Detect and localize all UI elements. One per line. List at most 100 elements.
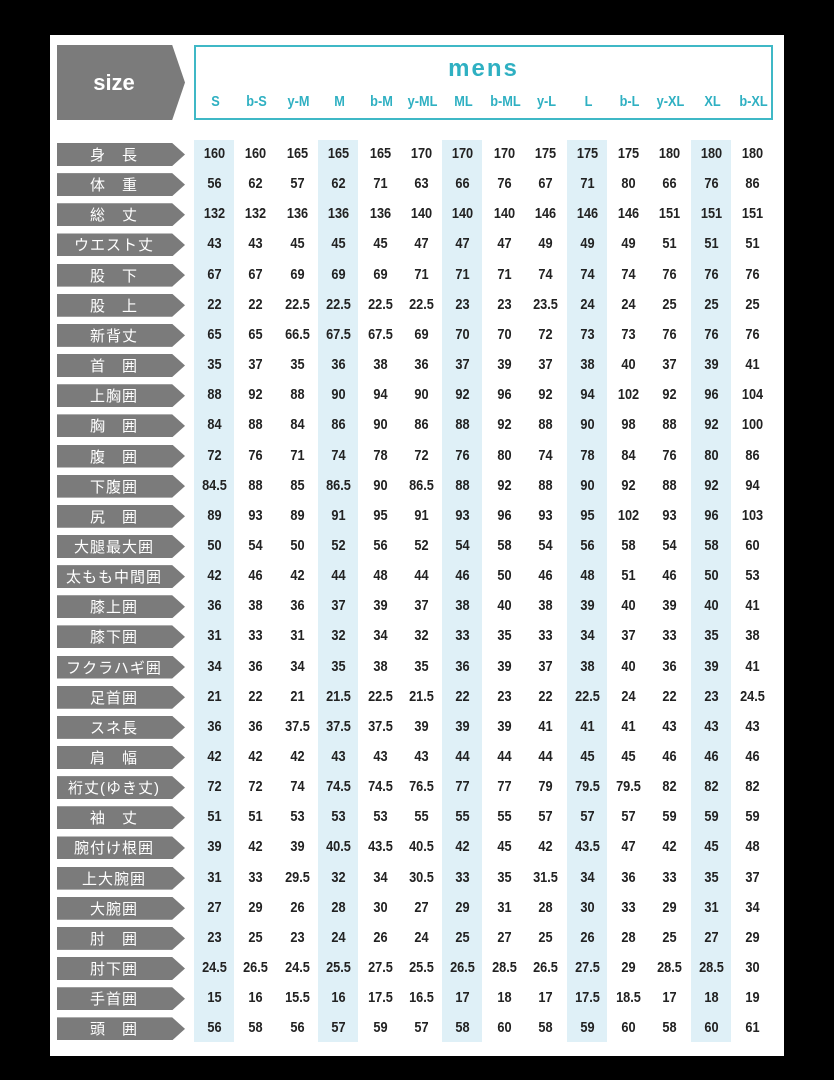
table-cell: 95: [580, 506, 595, 524]
table-cell: 40: [704, 597, 719, 615]
row-label: 下腹囲: [57, 474, 185, 498]
table-cell: 60: [621, 1019, 636, 1037]
table-cell: 84: [290, 416, 305, 434]
table-cell: 70: [497, 325, 512, 343]
table-cell: 22.5: [367, 687, 393, 705]
table-cell: 88: [538, 416, 553, 434]
table-cell: 92: [497, 476, 512, 494]
table-cell: 90: [414, 386, 429, 404]
table-cell: 76: [662, 265, 677, 283]
table-cell: 86: [745, 446, 760, 464]
table-cell: 30: [745, 959, 760, 977]
table-cell: 27: [497, 928, 512, 946]
table-cell: 42: [207, 567, 222, 585]
row-label: 腕付け根囲: [57, 836, 185, 860]
table-cell: 44: [497, 748, 512, 765]
table-cell: 37: [538, 657, 553, 675]
table-cell: 25.5: [409, 959, 434, 977]
table-cell: 72: [538, 325, 553, 343]
table-cell: 42: [248, 748, 263, 765]
table-cell: 74: [538, 446, 553, 464]
table-cell: 160: [203, 145, 226, 162]
table-cell: 38: [373, 356, 388, 374]
table-cell: 24: [414, 928, 429, 946]
table-cell: 72: [207, 778, 222, 796]
table-cell: 170: [410, 145, 433, 162]
table-cell: 26: [580, 928, 595, 946]
table-cell: 49: [580, 235, 595, 253]
table-cell: 22.5: [326, 295, 352, 313]
table-cell: 43: [662, 717, 677, 735]
table-cell: 77: [497, 778, 512, 796]
table-cell: 58: [497, 536, 512, 554]
table-cell: 96: [497, 386, 512, 404]
table-cell: 25.5: [326, 959, 352, 977]
table-cell: 37: [248, 356, 263, 374]
table-cell: 58: [455, 1019, 470, 1037]
table-cell: 86: [414, 416, 429, 434]
table-cell: 24.5: [202, 959, 227, 977]
row-label: 膝下囲: [57, 625, 185, 649]
table-cell: 23: [497, 295, 512, 313]
row-label: 肘 囲: [57, 926, 185, 950]
table-cell: 40: [497, 597, 512, 615]
table-cell: 165: [286, 145, 308, 162]
table-cell: 62: [331, 175, 346, 193]
row-label: 腹 囲: [57, 444, 185, 468]
table-cell: 22.5: [574, 687, 600, 705]
table-cell: 36: [414, 356, 429, 374]
table-cell: 84: [207, 416, 222, 434]
table-cell: 76: [662, 446, 677, 464]
table-cell: 47: [414, 235, 429, 253]
table-cell: 26.5: [243, 959, 269, 977]
row-label: 足首囲: [57, 685, 185, 709]
table-cell: 40.5: [409, 838, 434, 856]
table-cell: 38: [248, 597, 263, 615]
table-cell: 27.5: [574, 959, 600, 977]
table-cell: 22: [248, 687, 263, 705]
table-cell: 51: [745, 235, 760, 253]
table-cell: 31.5: [533, 868, 559, 886]
table-cell: 36: [662, 657, 677, 675]
table-cell: 71: [290, 446, 305, 464]
table-cell: 39: [497, 717, 512, 735]
table-cell: 37: [455, 356, 470, 374]
table-cell: 72: [248, 778, 263, 796]
table-cell: 76: [248, 446, 263, 464]
column-header-S: S: [211, 93, 220, 110]
column-header-b-M: b-M: [369, 93, 393, 110]
table-cell: 41: [580, 717, 595, 735]
table-cell: 54: [248, 536, 263, 554]
table-cell: 17: [538, 989, 553, 1007]
table-cell: 38: [580, 356, 595, 374]
table-cell: 38: [580, 657, 595, 675]
table-cell: 41: [745, 597, 760, 615]
table-cell: 35: [497, 627, 512, 645]
table-cell: 47: [621, 838, 636, 856]
table-cell: 25: [662, 295, 677, 313]
table-cell: 59: [373, 1019, 388, 1037]
table-cell: 58: [662, 1019, 677, 1037]
table-cell: 146: [535, 205, 557, 223]
table-cell: 21.5: [409, 687, 434, 705]
table-cell: 25: [538, 928, 553, 946]
table-cell: 26: [290, 898, 305, 916]
table-cell: 46: [538, 567, 553, 585]
table-cell: 35: [497, 868, 512, 886]
row-label: 上大腕囲: [57, 866, 185, 890]
table-cell: 69: [373, 265, 388, 283]
table-cell: 65: [207, 325, 222, 343]
table-cell: 82: [745, 778, 760, 796]
column-header-y-L: y-L: [537, 93, 557, 110]
size-label: size: [57, 45, 185, 120]
table-cell: 96: [704, 506, 719, 524]
table-cell: 34: [207, 657, 222, 675]
table-cell: 67.5: [326, 325, 352, 343]
table-cell: 25: [248, 928, 263, 946]
table-cell: 15.5: [284, 989, 310, 1007]
table-cell: 90: [580, 476, 595, 494]
table-cell: 175: [617, 145, 640, 162]
table-cell: 34: [373, 868, 388, 886]
table-cell: 70: [455, 325, 470, 343]
